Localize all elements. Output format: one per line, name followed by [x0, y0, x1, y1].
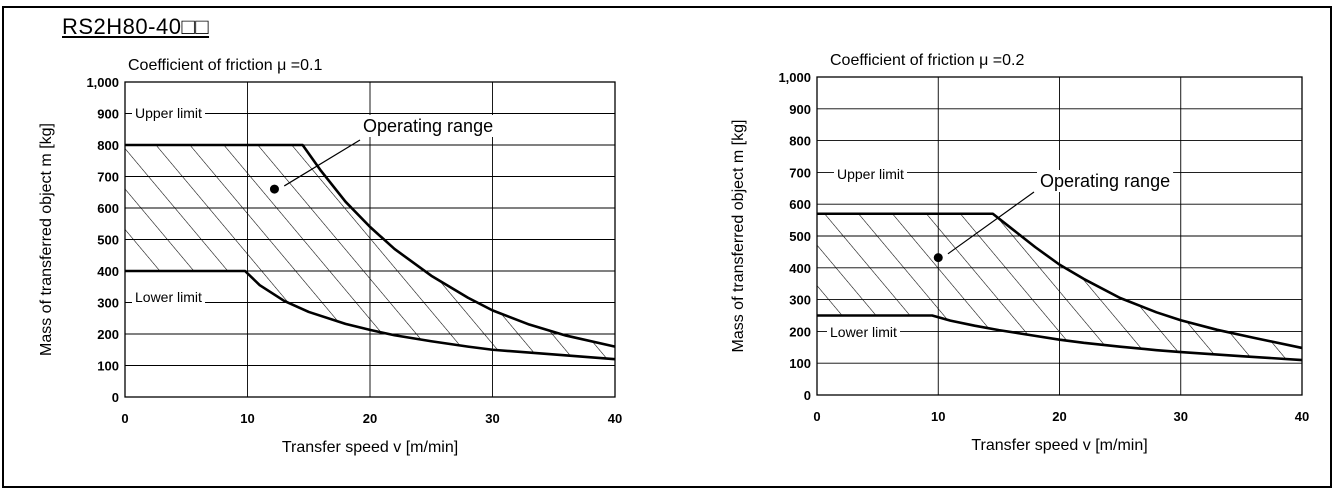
y-tick-label: 0 [804, 388, 811, 403]
y-tick-label: 400 [97, 264, 119, 279]
x-tick-label: 0 [121, 411, 128, 426]
upper-limit-label: Upper limit [837, 166, 904, 182]
x-tick-label: 20 [363, 411, 377, 426]
y-tick-label: 0 [112, 390, 119, 405]
upper-limit-line [817, 212, 1303, 350]
upper-limit-label-bg [132, 104, 206, 122]
y-tick-label: 200 [97, 327, 119, 342]
operating-range-marker [269, 184, 279, 194]
figure-frame [2, 6, 1332, 488]
x-axis-title: Transfer speed v [m/min] [282, 439, 458, 456]
operating-range-leader [947, 191, 1035, 255]
upper-limit-label-bg [834, 165, 908, 183]
x-tick-label: 30 [1174, 409, 1188, 424]
operating-range-area [817, 213, 1302, 361]
chart-title: Coefficient of friction μ =0.2 [830, 52, 1024, 69]
x-tick-label: 10 [240, 411, 254, 426]
chart-title: Coefficient of friction μ =0.1 [128, 57, 322, 74]
operating-range-label-bg [360, 115, 497, 137]
operating-range-leader [283, 139, 361, 187]
y-tick-label: 200 [789, 324, 811, 339]
y-tick-label: 700 [97, 170, 119, 185]
lower-limit-line [125, 269, 616, 361]
operating-range-marker [933, 253, 943, 263]
x-tick-label: 20 [1052, 409, 1066, 424]
y-tick-label: 900 [97, 107, 119, 122]
lower-limit-line [817, 314, 1303, 362]
y-tick-label: 400 [789, 261, 811, 276]
lower-limit-label: Lower limit [830, 324, 897, 340]
y-tick-label: 500 [789, 229, 811, 244]
y-tick-label: 600 [789, 197, 811, 212]
chart-2: 0 100 200 300 400 500 600 700 800 900 1,000 0 10 20 30… [730, 52, 1309, 454]
y-tick-label: 300 [97, 296, 119, 311]
x-tick-label: 30 [485, 411, 499, 426]
y-tick-label: 800 [789, 134, 811, 149]
lower-limit-label-bg [827, 323, 901, 341]
operating-range-label-bg [1037, 170, 1174, 192]
y-tick-label: 1,000 [778, 70, 811, 85]
x-tick-label: 10 [931, 409, 945, 424]
y-tick-label: 700 [789, 165, 811, 180]
lower-limit-label: Lower limit [135, 289, 202, 305]
y-tick-label: 1,000 [86, 75, 119, 90]
y-tick-label: 800 [97, 138, 119, 153]
chart-1: 0 100 200 300 400 500 600 700 800 900 1,000 0 10 20 30… [38, 57, 622, 456]
operating-range-label: Operating range [363, 116, 493, 136]
x-axis-title: Transfer speed v [m/min] [971, 437, 1147, 454]
y-tick-label: 500 [97, 233, 119, 248]
y-tick-label: 300 [789, 293, 811, 308]
x-tick-label: 40 [1295, 409, 1309, 424]
lower-limit-label-bg [132, 288, 206, 306]
upper-limit-label: Upper limit [135, 105, 202, 121]
x-tick-label: 0 [813, 409, 820, 424]
x-tick-label: 40 [608, 411, 622, 426]
operating-range-label: Operating range [1040, 171, 1170, 191]
y-axis-title: Mass of transferred object m [kg] [730, 120, 747, 353]
model-title: RS2H80-40□□ [62, 14, 210, 39]
operating-range-area [125, 145, 615, 360]
y-tick-label: 100 [789, 356, 811, 371]
y-axis-title: Mass of transferred object m [kg] [38, 123, 55, 356]
y-tick-label: 900 [789, 102, 811, 117]
y-tick-label: 100 [97, 359, 119, 374]
y-tick-label: 600 [97, 201, 119, 216]
upper-limit-line [125, 143, 616, 348]
